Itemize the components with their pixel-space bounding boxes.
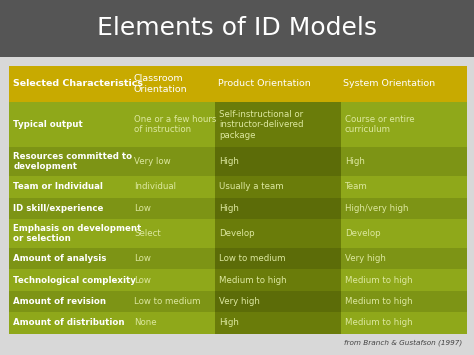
Bar xyxy=(9,312,131,334)
Text: Product Orientation: Product Orientation xyxy=(218,80,310,88)
Bar xyxy=(9,102,131,147)
Text: One or a few hours
of instruction: One or a few hours of instruction xyxy=(135,115,217,134)
Text: Amount of revision: Amount of revision xyxy=(13,297,106,306)
Bar xyxy=(341,102,467,147)
Bar xyxy=(9,147,131,176)
Bar xyxy=(341,312,467,334)
Bar xyxy=(0,0,474,57)
Text: Amount of distribution: Amount of distribution xyxy=(13,318,125,327)
Text: Medium to high: Medium to high xyxy=(345,297,412,306)
Text: Elements of ID Models: Elements of ID Models xyxy=(97,16,377,40)
Text: Low to medium: Low to medium xyxy=(219,254,286,263)
Text: Very high: Very high xyxy=(345,254,386,263)
Text: Very high: Very high xyxy=(219,297,260,306)
Text: Technological complexity: Technological complexity xyxy=(13,275,136,285)
Text: ID skill/experience: ID skill/experience xyxy=(13,204,104,213)
Text: Amount of analysis: Amount of analysis xyxy=(13,254,107,263)
Text: None: None xyxy=(135,318,157,327)
Text: High: High xyxy=(219,157,239,166)
Text: System Orientation: System Orientation xyxy=(344,80,436,88)
Text: Low to medium: Low to medium xyxy=(135,297,201,306)
Bar xyxy=(215,176,341,197)
Bar xyxy=(215,312,341,334)
Text: Individual: Individual xyxy=(135,182,176,191)
Bar xyxy=(9,291,131,312)
Bar xyxy=(131,312,215,334)
Bar xyxy=(215,219,341,248)
Bar xyxy=(215,248,341,269)
Text: Medium to high: Medium to high xyxy=(345,318,412,327)
Bar xyxy=(9,176,131,197)
Bar xyxy=(131,147,215,176)
Bar xyxy=(341,248,467,269)
Text: Selected Characteristics: Selected Characteristics xyxy=(13,80,143,88)
Bar xyxy=(341,147,467,176)
Bar xyxy=(341,291,467,312)
Bar xyxy=(215,147,341,176)
Bar xyxy=(9,269,131,291)
Bar xyxy=(131,219,215,248)
Bar xyxy=(9,248,131,269)
Text: High: High xyxy=(219,204,239,213)
Text: Team: Team xyxy=(345,182,368,191)
Bar xyxy=(215,197,341,219)
Text: Self-instructional or
instructor-delivered
package: Self-instructional or instructor-deliver… xyxy=(219,110,304,140)
Bar xyxy=(9,219,131,248)
Text: High/very high: High/very high xyxy=(345,204,409,213)
Bar xyxy=(131,248,215,269)
Text: from Branch & Gustafson (1997): from Branch & Gustafson (1997) xyxy=(344,339,462,346)
Text: Low: Low xyxy=(135,204,151,213)
Bar xyxy=(131,102,215,147)
Bar xyxy=(131,197,215,219)
Bar xyxy=(215,102,341,147)
Bar xyxy=(9,197,131,219)
Bar xyxy=(341,219,467,248)
Text: Develop: Develop xyxy=(219,229,255,238)
Bar xyxy=(215,269,341,291)
Text: Select: Select xyxy=(135,229,161,238)
Text: Classroom
Orientation: Classroom Orientation xyxy=(133,74,187,94)
Text: High: High xyxy=(219,318,239,327)
Text: Low: Low xyxy=(135,275,151,285)
Text: Very low: Very low xyxy=(135,157,171,166)
Bar xyxy=(341,176,467,197)
Bar xyxy=(9,66,467,102)
Text: Low: Low xyxy=(135,254,151,263)
Text: Medium to high: Medium to high xyxy=(219,275,287,285)
Text: Team or Individual: Team or Individual xyxy=(13,182,103,191)
Bar xyxy=(131,176,215,197)
Text: Typical output: Typical output xyxy=(13,120,83,129)
Bar xyxy=(215,291,341,312)
Text: Medium to high: Medium to high xyxy=(345,275,412,285)
Text: Course or entire
curriculum: Course or entire curriculum xyxy=(345,115,415,134)
Text: Usually a team: Usually a team xyxy=(219,182,284,191)
Bar xyxy=(341,269,467,291)
Text: Resources committed to
development: Resources committed to development xyxy=(13,152,132,171)
Bar xyxy=(131,269,215,291)
Text: Develop: Develop xyxy=(345,229,381,238)
Text: Emphasis on development
or selection: Emphasis on development or selection xyxy=(13,224,142,243)
Bar xyxy=(341,197,467,219)
Bar xyxy=(0,57,474,66)
Text: High: High xyxy=(345,157,365,166)
Bar xyxy=(131,291,215,312)
